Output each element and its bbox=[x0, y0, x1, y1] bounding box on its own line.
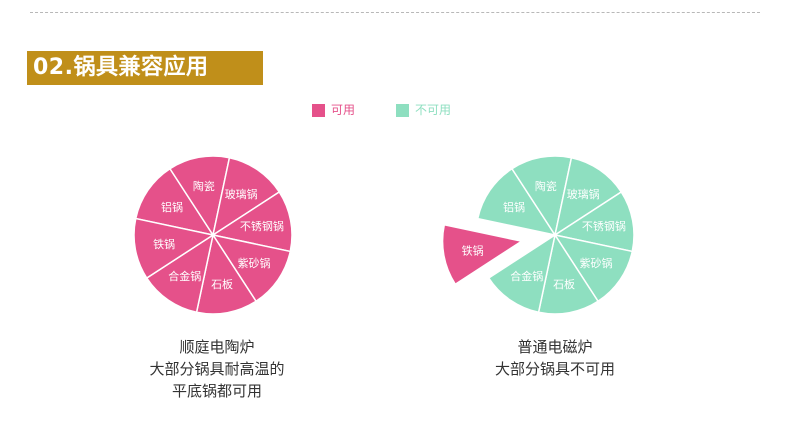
caption-line: 平底锅都可用 bbox=[171, 382, 262, 400]
pie-slice bbox=[133, 217, 215, 280]
legend-swatch-available bbox=[312, 103, 325, 117]
pie-slice-label: 不锈钢锅 bbox=[240, 220, 284, 233]
pie-slice bbox=[553, 233, 634, 303]
pie-slice-label: 石板 bbox=[211, 277, 233, 291]
caption-line: 普通电磁炉 bbox=[517, 338, 593, 356]
pie-slice-label: 玻璃锅 bbox=[225, 187, 258, 201]
pie-slice bbox=[441, 223, 524, 286]
ceramic-cooker-caption: 顺庭电陶炉 大部分锅具耐高温的 平底锅都可用 bbox=[97, 336, 337, 402]
chart-legend: 可用 不可用 bbox=[0, 103, 790, 119]
pie-slice bbox=[537, 233, 600, 315]
dashed-divider bbox=[30, 12, 760, 13]
pie-slice-label: 铝锅 bbox=[161, 200, 183, 214]
pie-slice-label: 铁锅 bbox=[462, 244, 484, 257]
pie-slice-label: 铝锅 bbox=[503, 200, 525, 214]
caption-line: 大部分锅具耐高温的 bbox=[149, 360, 285, 378]
pie-slice-label: 玻璃锅 bbox=[567, 187, 600, 201]
pie-slice-label: 紫砂锅 bbox=[238, 257, 271, 270]
induction-cooker-caption: 普通电磁炉 大部分锅具不可用 bbox=[435, 336, 675, 380]
pie-slice bbox=[553, 190, 635, 253]
pie-slice bbox=[211, 190, 293, 253]
caption-line: 大部分锅具不可用 bbox=[494, 360, 615, 378]
pie-slice bbox=[510, 155, 573, 237]
legend-label-unavailable: 不可用 bbox=[415, 103, 452, 117]
pie-slice bbox=[553, 156, 623, 237]
pie-slice-label: 铁锅 bbox=[153, 238, 175, 251]
pie-slice bbox=[195, 233, 258, 315]
pie-slice-label: 紫砂锅 bbox=[580, 257, 613, 270]
pie-slice-label: 石板 bbox=[553, 277, 575, 291]
legend-item-available: 可用 bbox=[312, 103, 355, 117]
pie-slice-label: 合金锅 bbox=[510, 269, 543, 283]
pie-slice-label: 陶瓷 bbox=[535, 179, 557, 193]
pie-slice bbox=[168, 155, 231, 237]
caption-line: 顺庭电陶炉 bbox=[179, 338, 255, 356]
pie-slice bbox=[487, 233, 557, 314]
legend-item-unavailable: 不可用 bbox=[396, 103, 451, 117]
pie-slice bbox=[211, 156, 281, 237]
pie-slice bbox=[211, 233, 292, 303]
pie-slice bbox=[145, 233, 215, 314]
pie-slice-label: 陶瓷 bbox=[193, 179, 215, 193]
pie-slice-label: 不锈钢锅 bbox=[582, 220, 626, 233]
pie-slice bbox=[134, 167, 215, 237]
pie-slice-label: 合金锅 bbox=[168, 269, 201, 283]
section-title: 02.锅具兼容应用 bbox=[27, 51, 263, 85]
pie-slice bbox=[476, 167, 557, 237]
legend-swatch-unavailable bbox=[396, 103, 409, 117]
legend-label-available: 可用 bbox=[331, 103, 356, 117]
